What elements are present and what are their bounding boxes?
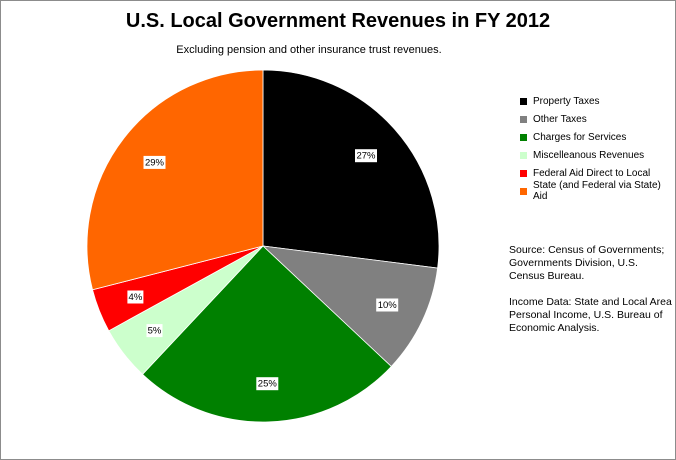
legend-label-4: Federal Aid Direct to Local (533, 167, 651, 179)
legend-swatch-3 (520, 151, 527, 159)
data-label-group-3: 5% (146, 324, 163, 338)
data-label-bg-4 (127, 290, 144, 304)
source-notes: Source: Census of Governments; Governmen… (509, 244, 674, 335)
legend-swatch-5 (520, 187, 527, 195)
legend-swatch-1 (520, 115, 527, 123)
data-label-bg-5 (143, 155, 166, 169)
legend-label-5: State (and Federal via State) Aid (533, 180, 661, 202)
data-label-3: 5% (148, 326, 162, 337)
legend-item-3: Miscelleanous Revenues (520, 146, 676, 164)
data-label-1: 10% (378, 300, 398, 311)
pie-slice-5 (86, 69, 264, 291)
legend-label-3: Miscelleanous Revenues (533, 149, 645, 161)
legend-item-1: Other Taxes (520, 110, 676, 128)
data-label-2: 25% (258, 379, 278, 390)
data-label-4: 4% (129, 292, 143, 303)
data-label-bg-0 (355, 149, 377, 163)
legend-item-2: Charges for Services (520, 128, 676, 146)
data-label-group-1: 10% (376, 298, 399, 312)
income-note: Income Data: State and Local Area Person… (509, 296, 672, 334)
pie-slice-2 (141, 245, 392, 423)
legend-item-5: State (and Federal via State) Aid (520, 180, 676, 202)
legend-item-4: Federal Aid Direct to Local (520, 164, 676, 182)
legend-swatch-4 (520, 169, 527, 177)
source-note: Source: Census of Governments; Governmen… (509, 244, 665, 282)
chart-legend: Property Taxes Other Taxes Charges for Ser… (520, 92, 676, 202)
legend-swatch-2 (520, 133, 527, 141)
data-label-bg-2 (256, 377, 279, 391)
data-label-bg-3 (146, 324, 163, 338)
legend-label-0: Property Taxes (533, 95, 600, 107)
data-label-5: 29% (145, 157, 165, 168)
data-label-group-0: 27% (355, 149, 377, 163)
pie-slice-1 (261, 245, 439, 368)
pie-slice-0 (262, 69, 440, 269)
legend-label-2: Charges for Services (533, 131, 627, 143)
legend-swatch-0 (520, 97, 527, 105)
legend-label-1: Other Taxes (533, 113, 587, 125)
chart-subtitle: Excluding pension and other insurance tr… (176, 44, 442, 56)
data-label-group-2: 25% (256, 377, 279, 391)
data-label-bg-1 (376, 298, 399, 312)
data-label-group-4: 4% (127, 290, 144, 304)
legend-item-0: Property Taxes (520, 92, 676, 110)
chart-title: U.S. Local Government Revenues in FY 201… (125, 10, 551, 32)
data-label-0: 27% (356, 151, 376, 162)
data-label-group-5: 29% (143, 155, 166, 169)
